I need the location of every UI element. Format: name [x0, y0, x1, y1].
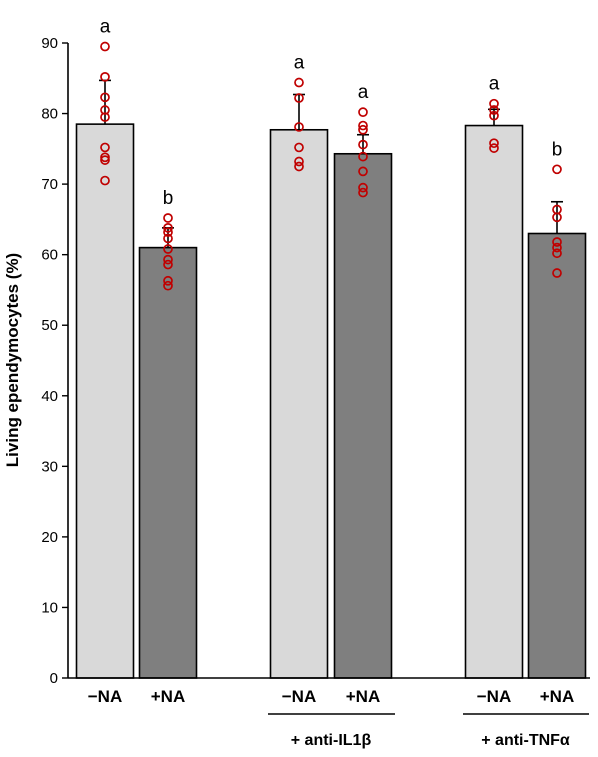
data-point — [552, 268, 562, 278]
group-label: + anti-TNFα — [481, 732, 570, 749]
y-tick-label: 10 — [41, 599, 58, 616]
plot-area: 0 10 20 30 40 50 60 70 80 90 a b a a a b −NA +NA −NA +NA −NA… — [41, 17, 590, 749]
data-point — [358, 187, 368, 198]
data-point — [358, 107, 368, 117]
y-axis-label: Living ependymocytes (%) — [3, 253, 22, 467]
bar — [527, 232, 587, 679]
x-category-label: −NA — [282, 687, 316, 706]
data-point — [358, 151, 368, 162]
y-tick-label: 80 — [41, 106, 58, 123]
x-category-label: −NA — [88, 687, 122, 706]
bar — [138, 246, 198, 679]
data-point — [100, 105, 110, 115]
data-point — [163, 280, 173, 291]
y-tick-label: 50 — [41, 317, 58, 334]
data-point — [163, 244, 173, 254]
data-point — [163, 213, 173, 223]
data-point — [294, 142, 304, 153]
bar — [333, 152, 393, 679]
data-point — [358, 124, 368, 135]
x-category-label: +NA — [346, 687, 380, 706]
data-point — [552, 242, 562, 253]
x-category-label: +NA — [151, 687, 185, 706]
data-point — [163, 275, 173, 286]
y-tick-label: 20 — [41, 529, 58, 546]
y-tick-label: 60 — [41, 247, 58, 264]
data-point — [163, 227, 173, 237]
data-point — [100, 92, 110, 103]
data-point — [163, 259, 173, 270]
significance-letter: b — [552, 139, 563, 160]
data-point — [163, 233, 173, 244]
y-tick-label: 0 — [50, 670, 58, 687]
data-point — [100, 155, 110, 165]
data-point — [294, 77, 304, 88]
x-category-label: +NA — [540, 687, 574, 706]
y-tick-label: 30 — [41, 458, 58, 475]
y-tick-label: 40 — [41, 388, 58, 405]
bar — [464, 124, 524, 679]
data-point — [294, 161, 304, 172]
data-point — [294, 93, 304, 103]
data-point — [100, 142, 110, 153]
data-point — [100, 72, 110, 82]
bar — [269, 128, 329, 679]
data-point — [294, 156, 304, 167]
data-point — [358, 139, 368, 150]
y-tick-label: 90 — [41, 35, 58, 52]
data-point — [489, 105, 499, 115]
significance-letter: a — [489, 74, 500, 95]
significance-letter: b — [163, 188, 174, 209]
data-point — [489, 98, 499, 109]
data-point — [358, 166, 368, 177]
significance-letter: a — [100, 17, 111, 38]
group-label: + anti-IL1β — [291, 732, 372, 749]
data-point — [552, 164, 562, 175]
bar — [75, 123, 135, 679]
data-point — [294, 122, 304, 132]
data-point — [489, 143, 499, 153]
data-point — [358, 120, 368, 131]
data-point — [100, 175, 110, 186]
significance-letter: a — [358, 82, 369, 103]
data-point — [163, 254, 173, 265]
x-category-label: −NA — [477, 687, 511, 706]
data-point — [358, 182, 368, 193]
data-point — [489, 138, 499, 149]
data-point — [552, 237, 562, 247]
data-point — [163, 223, 173, 233]
data-point — [100, 41, 110, 52]
data-point — [552, 212, 562, 223]
data-point — [552, 248, 562, 259]
data-point — [100, 152, 110, 163]
data-point — [100, 112, 110, 122]
data-point — [489, 110, 499, 121]
y-tick-label: 70 — [41, 176, 58, 193]
significance-letter: a — [294, 53, 305, 74]
